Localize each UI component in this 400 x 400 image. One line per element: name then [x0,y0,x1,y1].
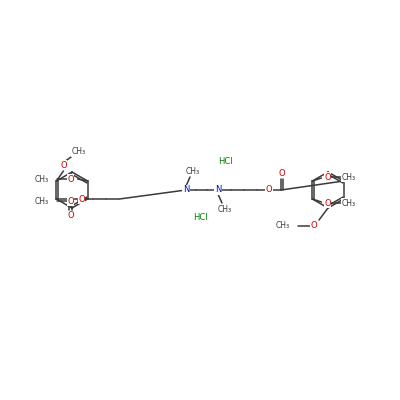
Text: O: O [67,174,74,184]
Text: CH₃: CH₃ [341,172,356,182]
Text: N: N [183,186,189,194]
Text: N: N [215,186,221,194]
Text: O: O [279,168,285,178]
Text: O: O [324,172,331,182]
Text: O: O [266,186,272,194]
Text: CH₃: CH₃ [218,204,232,214]
Text: CH₃: CH₃ [34,174,48,184]
Text: O: O [60,160,67,170]
Text: O: O [311,222,317,230]
Text: CH₃: CH₃ [34,196,48,206]
Text: HCl: HCl [218,158,232,166]
Text: CH₃: CH₃ [341,198,356,208]
Text: CH₃: CH₃ [276,222,290,230]
Text: CH₃: CH₃ [71,148,86,156]
Text: O: O [78,194,85,204]
Text: HCl: HCl [193,214,207,222]
Text: O: O [324,198,331,208]
Text: O: O [67,196,74,206]
Text: O: O [67,212,74,220]
Text: CH₃: CH₃ [186,166,200,176]
